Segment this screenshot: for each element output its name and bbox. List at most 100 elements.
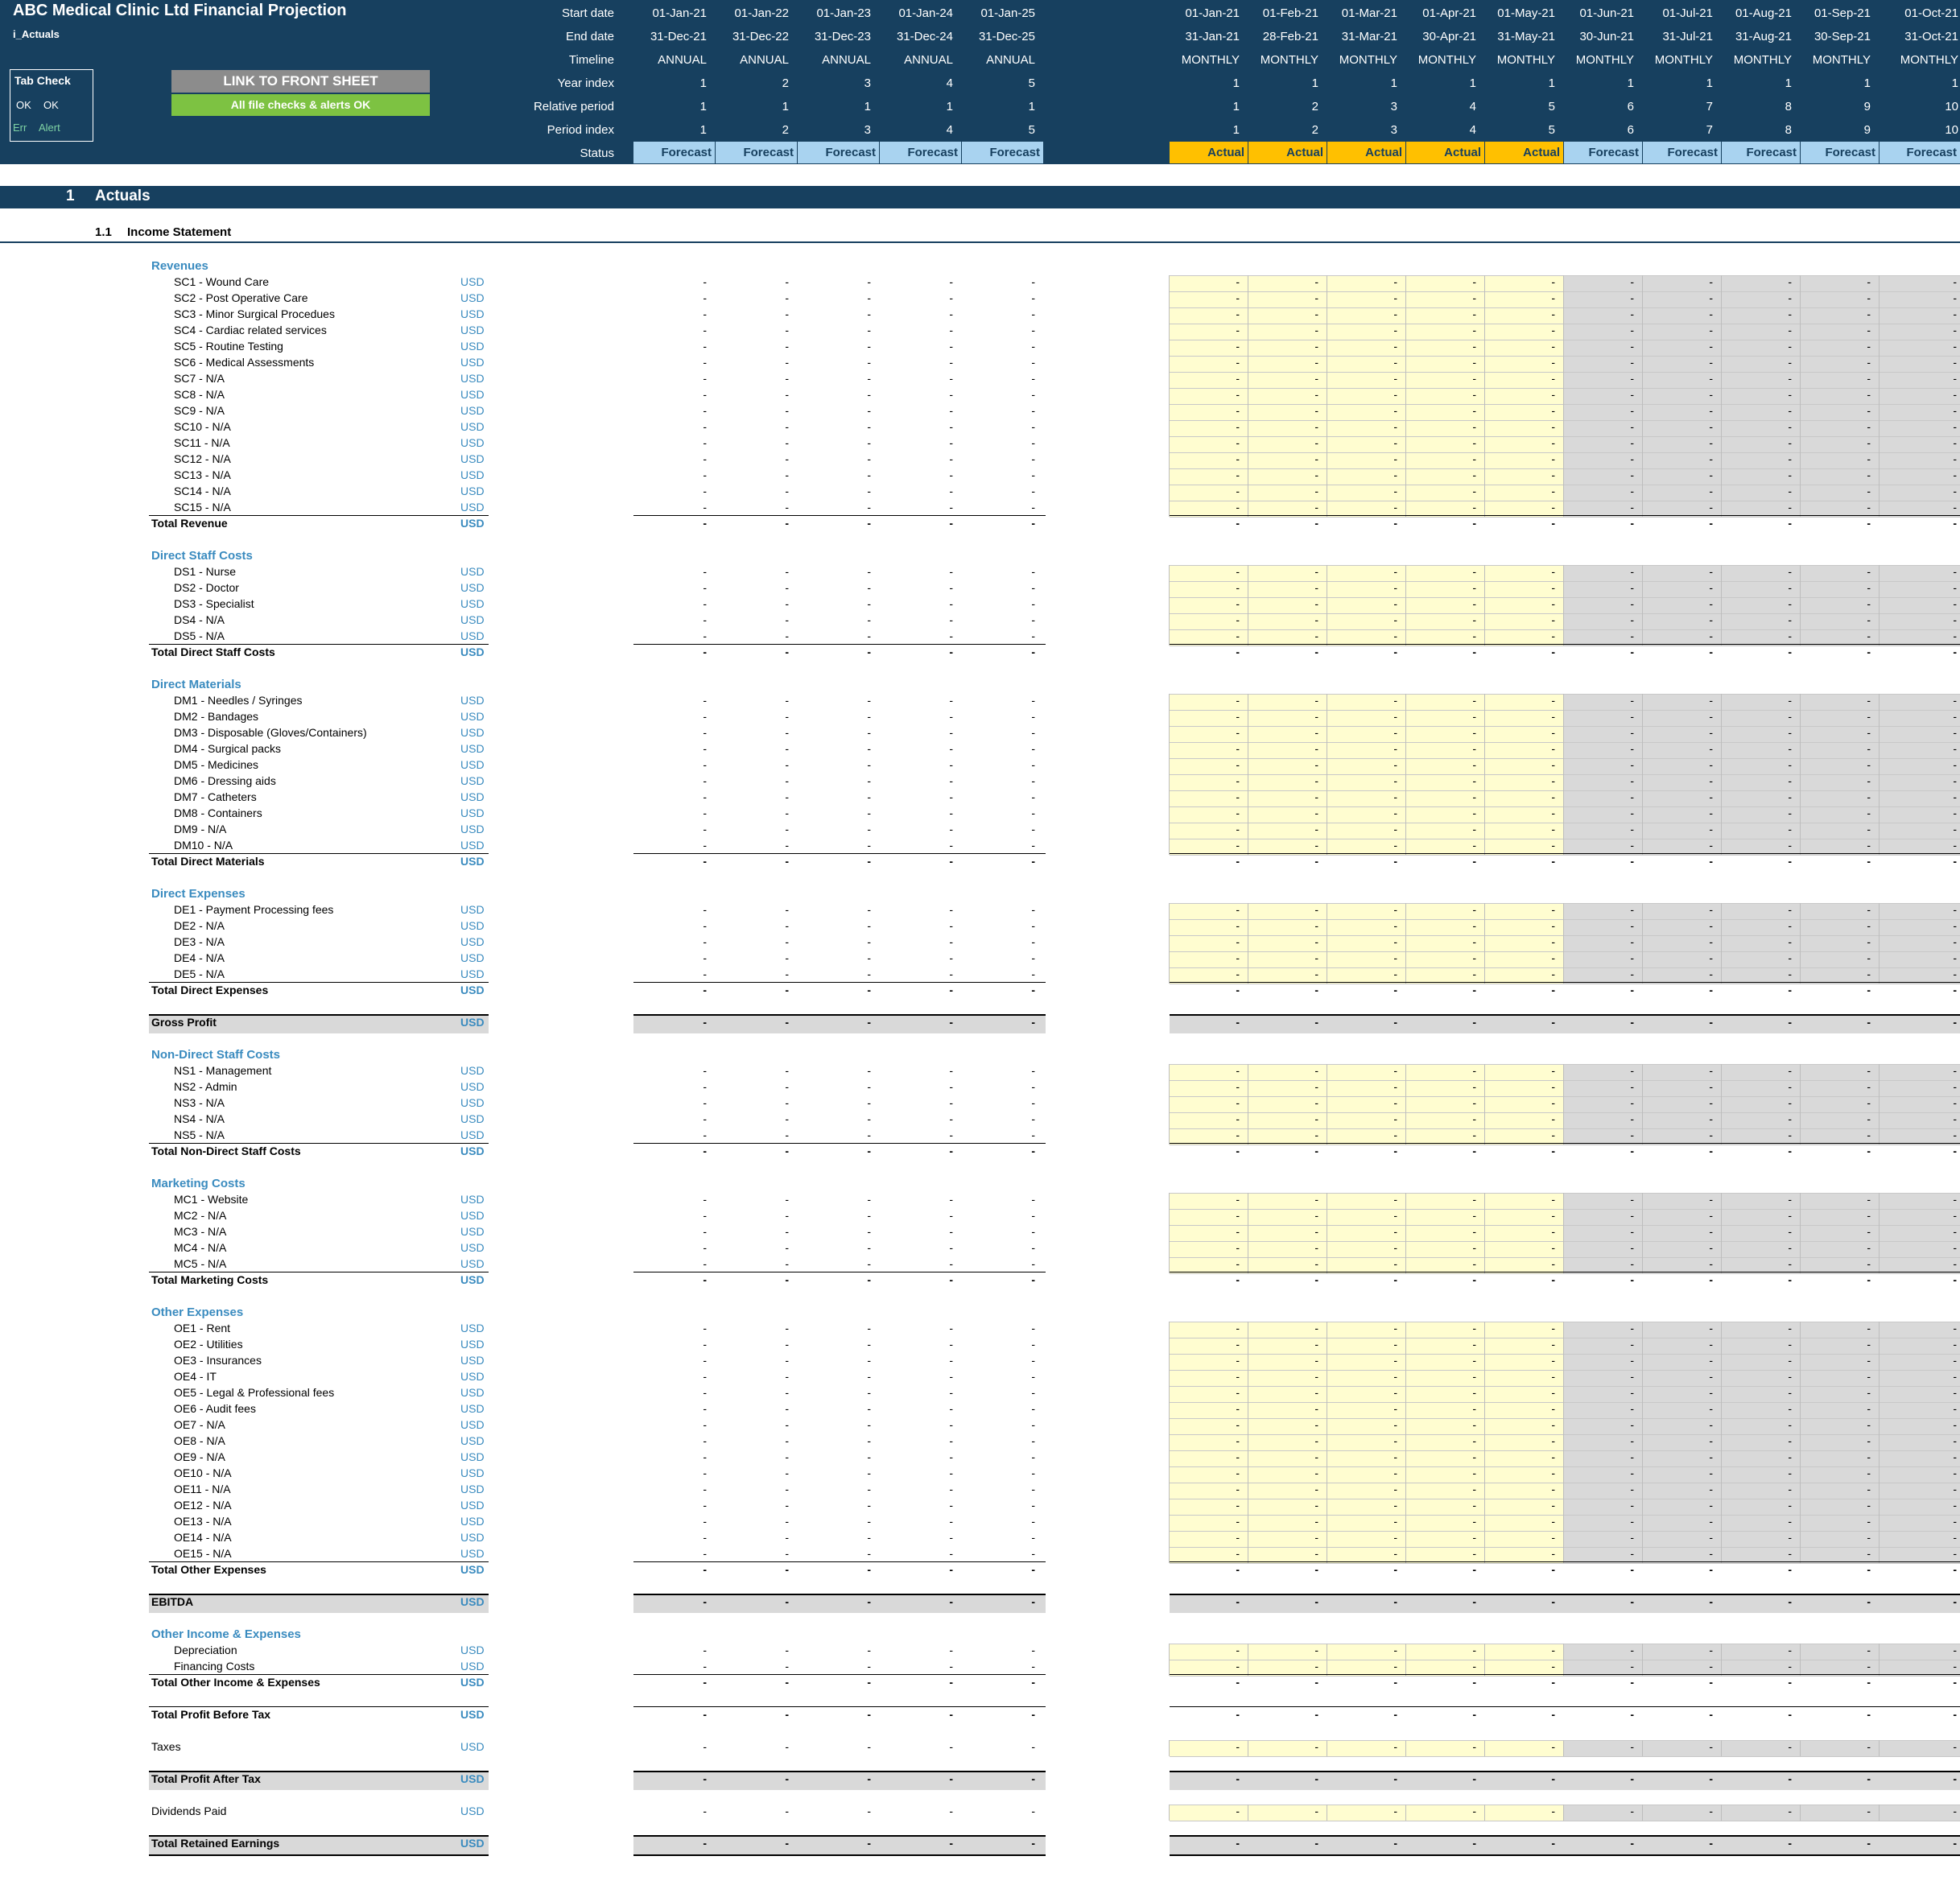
line-item-monthly-value: - [1393, 1322, 1397, 1334]
unit-label: USD [460, 613, 485, 626]
grid-col-line [1169, 1644, 1170, 1676]
line-item-monthly-value: - [1709, 420, 1713, 433]
line-item-monthly-value: - [1472, 1225, 1476, 1238]
line-item-monthly-value: - [1788, 1515, 1792, 1528]
group-total-annual-value: - [949, 646, 953, 658]
timeline-start-cell: 01-Jun-21 [1579, 6, 1634, 20]
actual-input-area[interactable] [1170, 275, 1563, 517]
line-item-annual-value: - [867, 806, 871, 819]
line-item-annual-value: - [1031, 613, 1035, 626]
group-total-annual-value: - [785, 517, 789, 530]
total-rule [149, 644, 489, 645]
line-item-monthly-value: - [1314, 1193, 1318, 1206]
timeline-rel-cell: 6 [1627, 100, 1634, 113]
line-item-annual-value: - [867, 307, 871, 320]
line-item-monthly-value: - [1953, 597, 1957, 610]
line-item-annual-value: - [949, 324, 953, 336]
line-item-annual-value: - [703, 1450, 707, 1463]
unit-label: USD [460, 1193, 485, 1206]
line-item-annual-value: - [703, 1483, 707, 1495]
summary-monthly-value: - [1551, 1016, 1555, 1029]
summary-annual-value: - [785, 1016, 789, 1029]
total-rule [1170, 982, 1960, 983]
line-item-monthly-value: - [1551, 726, 1555, 739]
line-item-annual-value: - [1031, 758, 1035, 771]
line-item-monthly-value: - [1709, 694, 1713, 707]
line-item-annual-value: - [1031, 903, 1035, 916]
line-item-label: OE1 - Rent [174, 1322, 231, 1334]
timeline-end-cell: 31-Dec-21 [650, 30, 707, 43]
forecast-input-area [1564, 903, 1960, 984]
line-item-monthly-value: - [1236, 1547, 1240, 1560]
line-item-annual-value: - [949, 694, 953, 707]
line-item-label: SC2 - Post Operative Care [174, 291, 308, 304]
group-total-monthly-value: - [1630, 646, 1634, 658]
timeline-timeline-cell: ANNUAL [658, 53, 707, 67]
line-item-annual-value: - [703, 1128, 707, 1141]
line-item-annual-value: - [785, 629, 789, 642]
actual-input-area[interactable] [1170, 1740, 1563, 1756]
line-item-monthly-value: - [1393, 275, 1397, 288]
sheet-title: ABC Medical Clinic Ltd Financial Project… [13, 2, 347, 19]
line-item-monthly-value: - [1953, 839, 1957, 852]
line-item-monthly-value: - [1236, 903, 1240, 916]
total-rule [1170, 1143, 1960, 1144]
unit-label: USD [460, 742, 485, 755]
group-total-annual-value: - [1031, 517, 1035, 530]
grid-row-line [1170, 951, 1960, 952]
actual-input-area[interactable] [1170, 565, 1563, 646]
line-item-monthly-value: - [1867, 1466, 1871, 1479]
grid-col-line [1721, 1644, 1722, 1676]
line-item-monthly-value: - [1236, 1434, 1240, 1447]
line-item-annual-value: - [703, 436, 707, 449]
grid-col-line [1405, 1064, 1406, 1145]
summary-annual-value: - [949, 1837, 953, 1850]
line-item-annual-value: - [949, 1466, 953, 1479]
grid-row-line [1170, 903, 1960, 904]
line-item-monthly-value: - [1236, 1450, 1240, 1463]
timeline-year-cell: 4 [946, 76, 953, 90]
line-item-annual-value: - [703, 468, 707, 481]
line-item-monthly-value: - [1867, 1354, 1871, 1367]
line-item-monthly-value: - [1953, 790, 1957, 803]
actual-input-area[interactable] [1170, 903, 1563, 984]
line-item-monthly-value: - [1788, 1338, 1792, 1351]
group-total-monthly-value: - [1551, 1676, 1555, 1689]
grid-col-line [1169, 1064, 1170, 1145]
actual-input-area[interactable] [1170, 1322, 1563, 1563]
total-rule [633, 1706, 1046, 1707]
line-item-annual-value: - [867, 452, 871, 465]
line-item-monthly-value: - [1788, 1434, 1792, 1447]
group-total-annual-value: - [785, 855, 789, 868]
line-item-annual-value: - [949, 1338, 953, 1351]
line-item-monthly-value: - [1630, 1660, 1634, 1673]
status-actual-badge: Actual [1327, 142, 1405, 163]
actual-input-area[interactable] [1170, 1805, 1563, 1821]
line-item-monthly-value: - [1551, 597, 1555, 610]
unit-label: USD [460, 1145, 485, 1157]
actual-input-area[interactable] [1170, 1064, 1563, 1145]
total-rule [633, 1561, 1046, 1562]
line-item-annual-value: - [703, 1434, 707, 1447]
line-item-monthly-value: - [1630, 307, 1634, 320]
line-item-annual-value: - [703, 372, 707, 385]
timeline-year-cell: 1 [1548, 76, 1555, 90]
unit-label: USD [460, 935, 485, 948]
line-item-annual-value: - [867, 404, 871, 417]
single-line-monthly-value: - [1551, 1740, 1555, 1753]
line-item-annual-value: - [703, 951, 707, 964]
line-item-monthly-value: - [1472, 790, 1476, 803]
line-item-monthly-value: - [1393, 1531, 1397, 1544]
single-line-annual-value: - [949, 1740, 953, 1753]
grid-row-line [1170, 1402, 1960, 1403]
line-item-monthly-value: - [1314, 275, 1318, 288]
line-item-monthly-value: - [1953, 1434, 1957, 1447]
actual-input-area[interactable] [1170, 1193, 1563, 1273]
line-item-annual-value: - [867, 468, 871, 481]
line-item-monthly-value: - [1867, 790, 1871, 803]
line-item-monthly-value: - [1551, 694, 1555, 707]
link-front-sheet-button[interactable]: LINK TO FRONT SHEET [171, 70, 430, 93]
grid-col-line [1879, 1805, 1880, 1821]
line-item-monthly-value: - [1867, 1418, 1871, 1431]
total-rule [149, 515, 489, 516]
